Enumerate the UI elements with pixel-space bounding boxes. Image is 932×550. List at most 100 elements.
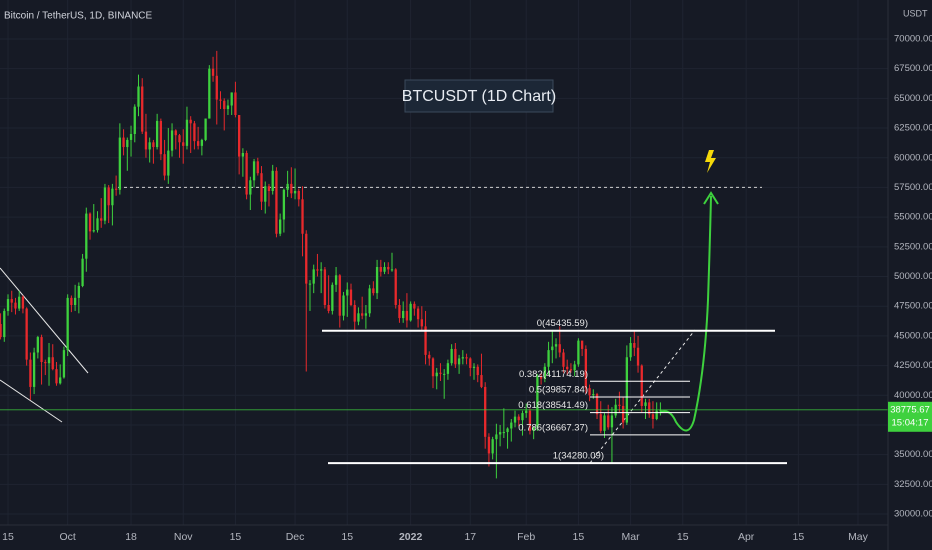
symbol-title: Bitcoin / TetherUS, 1D, BINANCE [4,11,153,22]
fib-label: 0.786(36667.37) [518,422,588,433]
currency-label: USDT [903,8,928,18]
candle-body [375,267,379,294]
candle-body [431,358,435,377]
y-tick-label: 50000.00 [894,271,932,282]
y-tick-label: 47500.00 [894,301,932,312]
candle-body [252,161,256,181]
candle-body [618,404,621,406]
candle-body [126,139,129,148]
candle-body [498,432,502,435]
countdown-label: 15:04:17 [892,417,929,428]
candle-body [245,152,248,195]
candle-body [297,190,300,200]
candle-body [633,343,636,348]
candle-body [454,348,457,365]
candle-body [88,213,92,232]
projection-curve [659,195,712,432]
candle-body [36,337,39,353]
candle-body [308,283,312,285]
candle-body [580,340,584,349]
candle-body [491,439,494,454]
candle-body [480,375,483,387]
candle-body [402,310,405,319]
candle-body [413,303,416,309]
candle-body [566,366,569,370]
x-tick-label: 15 [2,531,14,543]
last-price-label: 38775.67 [890,404,930,415]
candle-body [547,350,550,367]
candle-body [424,326,427,355]
candle-body [346,289,349,296]
candle-body [92,230,95,232]
candle-body [625,357,629,423]
candle-body [554,344,558,347]
x-tick-label: 15 [573,531,585,543]
candle-body [260,173,263,202]
candle-body [510,422,513,429]
candle-body [443,373,446,375]
candle-body [357,313,360,322]
x-tick-label: 17 [464,531,476,543]
candle-body [528,410,532,431]
candle-body [469,358,472,368]
y-tick-label: 70000.00 [894,34,932,45]
y-tick-label: 62500.00 [894,123,932,134]
candle-body [219,99,222,101]
candle-body [644,402,647,406]
candle-body [14,302,17,309]
candle-body [107,187,110,206]
candle-body [73,297,77,306]
plot-area: 0(45435.59) 0.382(41174.19) 0.5(39857.84) 0… [0,50,888,479]
x-tick-label: 15 [230,531,242,543]
candle-body [562,352,565,367]
candle-body [651,414,655,420]
candle-body [539,376,543,379]
candle-body [185,119,189,146]
candle-body [182,142,185,146]
candle-body [100,218,103,221]
x-tick-label: Feb [517,531,535,543]
candle-body [170,130,174,151]
candle-body [21,296,25,309]
candle-body [159,120,163,155]
candle-body [66,297,69,351]
candle-body [234,92,237,115]
candle-body [167,150,170,176]
candle-body [230,92,233,106]
candle-body [327,305,330,311]
candle-body [446,363,450,374]
fib-label: 0.382(41174.19) [519,369,588,380]
candle-body [435,372,438,377]
y-tick-label: 40000.00 [894,390,932,401]
candle-body [32,352,36,387]
x-tick-label: Apr [738,531,755,543]
candle-body [416,308,420,320]
candle-body [390,269,394,271]
x-tick-label: 15 [677,531,689,543]
candle-body [189,119,192,124]
candle-body [502,432,505,434]
candle-body [51,357,54,370]
candle-body [301,199,304,234]
candle-body [405,310,409,321]
x-tick-label: Dec [286,531,305,543]
candle-body [6,299,10,311]
candle-body [59,377,62,384]
candle-body [640,365,643,406]
annotation-text: BTCUSDT (1D Chart) [402,88,556,105]
x-tick-label: Nov [174,531,193,543]
y-tick-label: 45000.00 [894,330,932,341]
candle-body [85,213,88,259]
candle-body [603,415,606,431]
x-tick-label: 15 [792,531,804,543]
candle-body [70,297,73,306]
candle-body [361,313,364,316]
candle-body [114,188,118,190]
candle-body [383,267,386,272]
candle-body [588,388,591,396]
candle-body [636,347,640,366]
candle-body [506,428,509,433]
fib-label: 0.5(39857.84) [529,384,588,395]
